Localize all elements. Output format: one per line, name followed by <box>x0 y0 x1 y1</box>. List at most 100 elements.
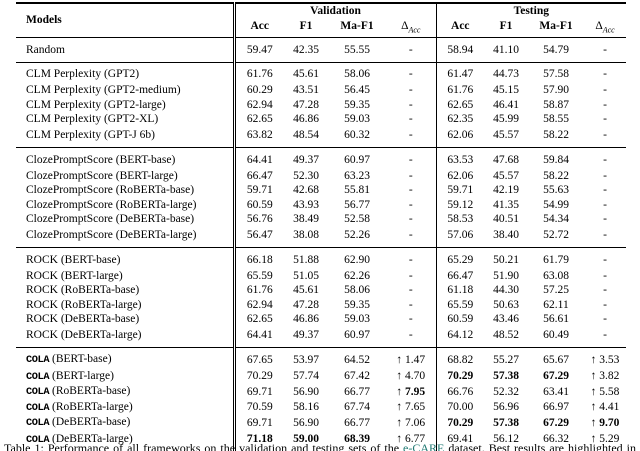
value-cell: 56.90 <box>293 416 319 429</box>
value-cell: 38.49 <box>293 213 319 226</box>
value-cell: 66.47 <box>246 169 273 182</box>
value-cell: - <box>603 43 607 56</box>
value-cell: 42.35 <box>293 43 319 56</box>
value-cell: 43.46 <box>493 313 519 326</box>
table-group: ClozePromptScore (BERT-base) 64.41 49.37 60… <box>16 147 627 248</box>
value-cell: 53.97 <box>293 353 319 366</box>
value-cell: 67.29 <box>543 370 569 383</box>
value-cell: 64.52 <box>344 353 370 366</box>
value-cell: 59.35 <box>344 298 370 311</box>
table-row: CLM Perplexity (GPT2-medium) 60.29 43.51 56… <box>16 83 626 98</box>
value-cell: 38.08 <box>293 229 319 242</box>
value-cell: 56.12 <box>493 433 519 446</box>
value-cell: 44.73 <box>493 68 519 81</box>
value-cell: 62.11 <box>543 298 569 311</box>
value-cell: - <box>603 84 607 97</box>
column-header-test-acc: Acc <box>451 19 470 32</box>
table-row: ClozePromptScore (BERT-base) 64.41 49.37 60… <box>16 147 626 169</box>
value-cell: 46.86 <box>293 313 319 326</box>
table-row: COLA (BERT-base) 67.65 53.97 64.52 ↑ 1.47 68.… <box>16 347 626 369</box>
value-cell: 56.61 <box>543 313 569 326</box>
table-row: ROCK (DeBERTa-base) 62.65 46.86 59.03-60.59… <box>16 312 626 327</box>
table-header: Models Validation Testing Acc F1 Ma-F1 Δ… <box>16 3 627 38</box>
value-cell: 56.96 <box>493 401 519 414</box>
value-cell: 47.28 <box>293 98 319 111</box>
table-row: ClozePromptScore (RoBERTa-large) 60.59 43.… <box>16 197 626 213</box>
table-row: ROCK (BERT-large) 65.59 51.05 62.26-66.47 51… <box>16 268 626 284</box>
value-cell: 52.32 <box>493 385 519 398</box>
delta-subscript: Acc <box>408 24 421 34</box>
value-cell: - <box>603 129 607 142</box>
value-cell: 55.27 <box>493 353 519 366</box>
table-group: COLA (BERT-base) 67.65 53.97 64.52 ↑ 1.47 68.… <box>16 347 627 451</box>
value-cell: - <box>603 113 607 126</box>
value-cell: 50.21 <box>493 253 519 266</box>
value-cell: 70.00 <box>447 401 474 414</box>
value-cell: - <box>603 68 607 81</box>
value-cell: 51.05 <box>293 269 319 282</box>
value-cell: - <box>386 83 437 98</box>
value-cell: 66.76 <box>447 385 474 398</box>
value-cell: 49.37 <box>293 329 319 342</box>
value-cell: - <box>386 97 437 113</box>
model-name-cell: COLA (RoBERTa-large) <box>16 399 236 416</box>
value-cell: 56.45 <box>344 84 370 97</box>
column-group-validation: Validation <box>234 3 437 19</box>
value-cell: 62.90 <box>344 253 370 266</box>
model-name-cell: ROCK (BERT-large) <box>16 268 236 284</box>
value-cell: ↑ 1.47 <box>386 347 437 369</box>
column-header-val-maf1: Ma-F1 <box>340 19 374 32</box>
value-cell: - <box>386 226 437 248</box>
value-cell: 42.68 <box>293 184 319 197</box>
value-cell: 60.49 <box>543 329 569 342</box>
value-cell: 57.38 <box>493 416 519 429</box>
value-cell: 49.37 <box>293 153 319 166</box>
table-row: COLA (RoBERTa-large) 70.59 58.16 67.74 ↑ 7.6… <box>16 399 626 416</box>
value-cell: - <box>603 253 607 266</box>
value-cell: 62.26 <box>344 269 370 282</box>
value-cell: 63.53 <box>447 153 474 166</box>
model-name-cell: ClozePromptScore (RoBERTa-large) <box>16 197 236 213</box>
value-cell: 52.58 <box>344 213 370 226</box>
table-row: ClozePromptScore (BERT-large) 66.47 52.30 6… <box>16 168 626 184</box>
value-cell: - <box>386 326 437 348</box>
value-cell: 51.88 <box>293 253 319 266</box>
value-cell: 59.03 <box>344 313 370 326</box>
model-name-cell: CLM Perplexity (GPT-J 6b) <box>16 126 236 148</box>
value-cell: 64.12 <box>447 329 474 342</box>
table-group: ROCK (BERT-base) 66.18 51.88 62.90-65.29 50.… <box>16 247 627 348</box>
value-cell: 58.94 <box>447 43 474 56</box>
value-cell: ↑ 7.65 <box>386 399 437 416</box>
value-cell: - <box>386 247 437 269</box>
value-cell: ↑ 6.77 <box>386 430 437 451</box>
value-cell: 60.59 <box>246 198 273 211</box>
model-name-cell: ROCK (DeBERTa-base) <box>16 312 236 327</box>
value-cell: - <box>386 147 437 169</box>
model-name-cell: CLM Perplexity (GPT2-medium) <box>16 83 236 98</box>
value-cell: 45.99 <box>493 113 519 126</box>
value-cell: 50.63 <box>493 298 519 311</box>
model-name-cell: ClozePromptScore (RoBERTa-base) <box>16 183 236 198</box>
value-cell: ↑ 9.70 <box>590 416 620 429</box>
value-cell: 63.41 <box>543 385 569 398</box>
value-cell: 57.90 <box>543 84 569 97</box>
value-cell: 56.77 <box>344 198 370 211</box>
value-cell: 66.32 <box>543 433 569 446</box>
value-cell: 56.90 <box>293 385 319 398</box>
value-cell: 61.76 <box>246 284 273 297</box>
value-cell: 58.22 <box>543 169 569 182</box>
table-row: ClozePromptScore (RoBERTa-base) 59.71 42.6… <box>16 183 626 198</box>
value-cell: 65.29 <box>447 253 474 266</box>
value-cell: 62.94 <box>246 298 273 311</box>
value-cell: - <box>386 37 437 63</box>
value-cell: ↑ 5.29 <box>590 433 620 446</box>
value-cell: - <box>386 62 437 84</box>
value-cell: 68.82 <box>447 353 474 366</box>
model-tt-label: COLA <box>26 354 50 367</box>
value-cell: 67.74 <box>344 401 370 414</box>
value-cell: 62.65 <box>246 113 273 126</box>
value-cell: 57.58 <box>543 68 569 81</box>
value-cell: - <box>386 183 437 198</box>
value-cell: 69.41 <box>447 433 474 446</box>
